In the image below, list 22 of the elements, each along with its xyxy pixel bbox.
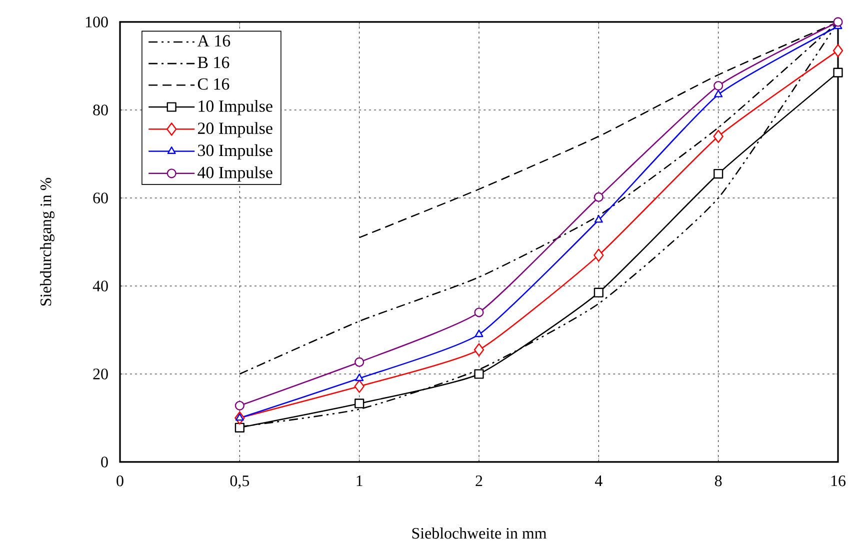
y-tick-label: 100 — [86, 16, 108, 28]
x-tick-label: 1 — [356, 476, 362, 486]
y-tick-label: 80 — [93, 104, 108, 116]
legend-label: 10 Impulse — [198, 100, 272, 116]
legend-label: 40 Impulse — [198, 166, 272, 182]
legend-label: 20 Impulse — [198, 122, 272, 138]
x-tick-label: 4 — [595, 476, 602, 486]
y-tick-label: 20 — [93, 368, 108, 380]
legend-label: 30 Impulse — [198, 144, 272, 160]
x-tick-label: 8 — [714, 476, 722, 486]
x-tick-label: 0 — [116, 476, 124, 486]
y-tick-label: 60 — [93, 192, 108, 204]
x-tick-label: 2 — [476, 476, 482, 486]
legend-label: A 16 — [197, 35, 230, 47]
legend-label: C 16 — [198, 78, 230, 90]
y-axis-title: Siebdurchgang in % — [40, 178, 54, 306]
x-axis-title: Sieblochweite in mm — [412, 527, 546, 539]
x-tick-label: 16 — [831, 476, 846, 486]
y-tick-label: 0 — [101, 456, 108, 468]
x-tick-label: 0,5 — [230, 476, 250, 489]
legend-label: B 16 — [198, 56, 230, 68]
y-tick-label: 40 — [92, 280, 108, 292]
